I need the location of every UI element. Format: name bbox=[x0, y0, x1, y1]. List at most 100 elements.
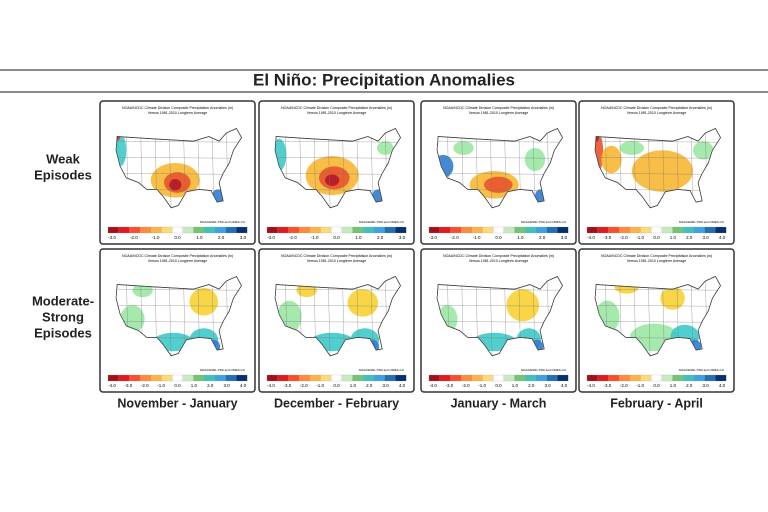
anomaly-area bbox=[660, 286, 685, 310]
colorbar-tick-label: -3.0 bbox=[429, 235, 437, 240]
colorbar-tick-label: 0.0 bbox=[333, 383, 340, 388]
colorbar-swatch bbox=[597, 374, 609, 382]
colorbar-tick-label: -3.0 bbox=[603, 235, 611, 240]
colorbar-swatch bbox=[503, 374, 515, 382]
colorbar-tick-label: -2.0 bbox=[130, 235, 138, 240]
colorbar-tick-label: -1.0 bbox=[636, 235, 644, 240]
us-map bbox=[274, 127, 401, 209]
colorbar-tick-label: 1.0 bbox=[355, 235, 362, 240]
panel-subheader: Versus 1981-2010 Longterm Average bbox=[307, 259, 366, 263]
colorbar-tick-label: 2.0 bbox=[528, 383, 535, 388]
map-panel: NOAA/NCDC Climate Division Composite Pre… bbox=[258, 248, 415, 393]
panel-credit: NOAA/ESRL PSD and CIRES-CU bbox=[200, 368, 245, 372]
anomaly-area bbox=[169, 179, 182, 191]
colorbar-swatch bbox=[341, 226, 353, 234]
colorbar-swatch bbox=[373, 226, 385, 234]
map-panel: NOAA/NCDC Climate Division Composite Pre… bbox=[420, 100, 577, 245]
colorbar-swatch bbox=[482, 226, 494, 234]
map-outline bbox=[594, 127, 721, 209]
colorbar-swatch bbox=[608, 226, 620, 234]
map-outline bbox=[274, 127, 401, 209]
anomaly-area bbox=[377, 141, 394, 155]
map-panel: NOAA/NCDC Climate Division Composite Pre… bbox=[578, 100, 735, 245]
colorbar-swatch bbox=[693, 226, 705, 234]
anomaly-area bbox=[524, 148, 546, 171]
colorbar-swatch bbox=[193, 374, 205, 382]
colorbar-tick-label: -1.0 bbox=[636, 383, 644, 388]
colorbar-swatch bbox=[309, 226, 321, 234]
colorbar-swatch bbox=[363, 226, 375, 234]
panel-subheader: Versus 1981-2010 Longterm Average bbox=[148, 259, 207, 263]
colorbar-swatch bbox=[266, 374, 278, 382]
colorbar-tick-label: 0.0 bbox=[333, 235, 340, 240]
colorbar-swatch bbox=[704, 226, 716, 234]
panel-subheader: Versus 1981-2010 Longterm Average bbox=[307, 111, 366, 115]
colorbar-swatch bbox=[172, 226, 184, 234]
state-border bbox=[595, 140, 721, 143]
colorbar-swatch bbox=[320, 226, 332, 234]
panel-subheader: Versus 1981-2010 Longterm Average bbox=[627, 259, 686, 263]
map-outline bbox=[274, 275, 401, 357]
anomaly-area bbox=[601, 145, 622, 174]
colorbar-swatch bbox=[471, 226, 483, 234]
colorbar-swatch bbox=[139, 226, 152, 234]
colorbar-swatch bbox=[439, 374, 451, 382]
colorbar-swatch bbox=[107, 374, 119, 382]
colorbar-swatch bbox=[651, 374, 663, 382]
map-outline bbox=[436, 275, 563, 357]
panel-header: NOAA/NCDC Climate Division Composite Pre… bbox=[281, 254, 392, 258]
colorbar-swatch bbox=[661, 226, 673, 234]
colorbar-tick-label: -1.0 bbox=[478, 383, 486, 388]
colorbar-tick-label: -4.0 bbox=[267, 383, 275, 388]
colorbar-swatch bbox=[715, 374, 727, 382]
colorbar-swatch bbox=[672, 374, 684, 382]
map-panel: NOAA/NCDC Climate Division Composite Pre… bbox=[99, 248, 256, 393]
colorbar-tick-label: -1.0 bbox=[473, 235, 481, 240]
colorbar-swatch bbox=[715, 226, 727, 234]
row-label: Episodes bbox=[34, 167, 92, 182]
colorbar-swatch bbox=[651, 226, 663, 234]
panel-header: NOAA/NCDC Climate Division Composite Pre… bbox=[443, 106, 554, 110]
panel-credit: NOAA/ESRL PSD and CIRES-CU bbox=[521, 368, 566, 372]
map-outline bbox=[115, 127, 242, 209]
colorbar-tick-label: 4.0 bbox=[719, 235, 726, 240]
colorbar-tick-label: -1.0 bbox=[311, 235, 319, 240]
panel-subheader: Versus 1981-2010 Longterm Average bbox=[469, 111, 528, 115]
colorbar-swatch bbox=[450, 374, 462, 382]
colorbar-tick-label: -3.0 bbox=[124, 383, 132, 388]
colorbar-swatch bbox=[236, 374, 248, 382]
colorbar-swatch bbox=[629, 226, 641, 234]
colorbar-swatch bbox=[586, 374, 598, 382]
state-border bbox=[275, 288, 401, 291]
colorbar-swatch bbox=[182, 226, 194, 234]
colorbar-swatch bbox=[150, 226, 162, 234]
anomaly-area bbox=[347, 289, 379, 317]
panel-credit: NOAA/ESRL PSD and CIRES-CU bbox=[679, 220, 724, 224]
colorbar-tick-label: 3.0 bbox=[399, 235, 406, 240]
anomaly-area bbox=[693, 141, 714, 160]
colorbar-tick-label: 4.0 bbox=[399, 383, 406, 388]
colorbar-tick-label: -3.0 bbox=[603, 383, 611, 388]
colorbar-swatch bbox=[193, 226, 205, 234]
colorbar-tick-label: -1.0 bbox=[316, 383, 324, 388]
row-label: Moderate- bbox=[32, 293, 94, 308]
colorbar-tick-label: -1.0 bbox=[157, 383, 165, 388]
colorbar-tick-label: 4.0 bbox=[561, 383, 568, 388]
colorbar-swatch bbox=[214, 226, 226, 234]
colorbar-swatch bbox=[118, 226, 130, 234]
title: El Niño: Precipitation Anomalies bbox=[253, 70, 515, 89]
colorbar-swatch bbox=[150, 374, 162, 382]
colorbar-swatch bbox=[546, 226, 558, 234]
colorbar-tick-label: 0.0 bbox=[495, 383, 502, 388]
colorbar-swatch bbox=[546, 374, 558, 382]
colorbar-swatch bbox=[266, 226, 278, 234]
panel-credit: NOAA/ESRL PSD and CIRES-CU bbox=[679, 368, 724, 372]
colorbar-tick-label: -3.0 bbox=[267, 235, 275, 240]
state-border bbox=[116, 305, 242, 307]
colorbar-swatch bbox=[373, 374, 385, 382]
row-label: Weak bbox=[46, 151, 80, 166]
anomaly-shading bbox=[437, 128, 563, 208]
state-border bbox=[116, 288, 242, 291]
colorbar-swatch bbox=[672, 226, 684, 234]
colorbar-tick-label: -4.0 bbox=[429, 383, 437, 388]
